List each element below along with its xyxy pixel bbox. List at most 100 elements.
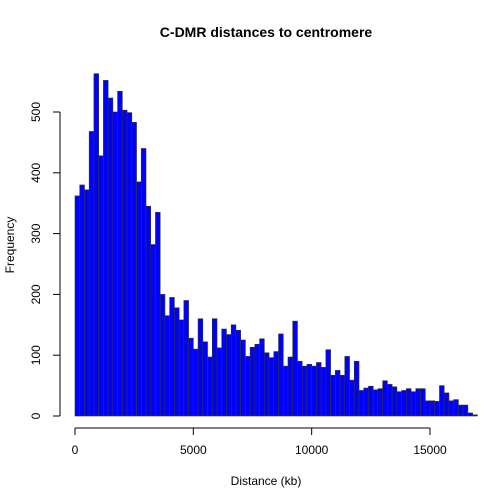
histogram-bar (377, 388, 383, 417)
histogram-bar (391, 386, 398, 417)
histogram-bar (410, 391, 417, 417)
histogram-bar (292, 320, 298, 417)
x-tick-label: 10000 (295, 443, 329, 457)
histogram-bars (74, 73, 478, 417)
histogram-bar (264, 352, 270, 417)
histogram-bar (197, 318, 204, 417)
histogram-bar (297, 360, 303, 417)
histogram-bar (245, 356, 251, 417)
histogram-bar (344, 356, 350, 417)
histogram-bar (107, 97, 114, 417)
histogram-bar (93, 73, 99, 417)
y-tick-label: 0 (29, 412, 43, 419)
histogram-bar (363, 387, 369, 417)
histogram-bar (202, 341, 208, 417)
histogram-bar (325, 349, 331, 417)
histogram-bar (458, 404, 464, 417)
histogram-bar (339, 374, 346, 417)
histogram-bar (330, 374, 336, 417)
histogram-bar (349, 379, 355, 417)
histogram-bar (216, 347, 223, 417)
histogram-bar (401, 390, 407, 417)
histogram-bar (311, 365, 317, 417)
histogram-bar (453, 399, 459, 417)
histogram-bar (174, 307, 180, 417)
histogram-bar (396, 391, 402, 417)
histogram-bar (150, 244, 156, 417)
histogram-bar (368, 385, 374, 417)
histogram-bar (183, 300, 189, 417)
histogram-bar (117, 91, 123, 417)
histogram-bar (382, 380, 388, 417)
x-tick-label: 5000 (180, 443, 207, 457)
histogram-bar (230, 324, 237, 417)
histogram-bar (207, 356, 213, 417)
histogram-bar (122, 109, 128, 417)
histogram-bar (287, 356, 294, 417)
histogram-bar (406, 388, 412, 417)
y-tick-label: 500 (29, 102, 43, 122)
histogram-bar (88, 131, 95, 417)
histogram-bar (140, 148, 147, 417)
histogram-bar (434, 401, 440, 417)
histogram-bar (178, 319, 185, 417)
histogram-bar (98, 155, 104, 417)
histogram-bar (169, 297, 175, 417)
histogram-bar (387, 384, 393, 417)
histogram-bar (259, 338, 265, 417)
histogram-bar (112, 111, 118, 417)
histogram-bar (79, 184, 85, 417)
histogram-bar (211, 318, 218, 417)
histogram-bar (159, 294, 166, 417)
histogram-bar (448, 400, 454, 417)
histogram-bar (136, 181, 142, 417)
histogram-bar (84, 189, 90, 417)
histogram-bar (131, 122, 137, 417)
histogram-bar (221, 328, 227, 417)
histogram-bar (462, 404, 469, 417)
histogram-bar (443, 392, 450, 417)
x-tick-label: 0 (72, 443, 79, 457)
histogram-bar (335, 370, 341, 417)
x-axis-label: Distance (kb) (231, 474, 302, 488)
histogram-bar (126, 112, 133, 417)
histogram-bar (254, 343, 260, 417)
histogram-bar (145, 205, 152, 417)
histogram-bar (306, 364, 312, 417)
histogram-bar (235, 329, 241, 417)
y-tick-label: 100 (29, 345, 43, 365)
histogram-bar (415, 388, 421, 417)
histogram-bar (278, 333, 284, 417)
histogram-bar (226, 334, 232, 417)
histogram-bar (273, 351, 279, 417)
histogram-bar (282, 365, 289, 417)
histogram-bar (249, 346, 256, 417)
histogram-bar (353, 360, 360, 417)
histogram-bar (193, 348, 199, 417)
x-tick-label: 15000 (413, 443, 447, 457)
histogram-bar (155, 212, 161, 417)
histogram-bar (268, 357, 275, 417)
histogram-bar (429, 400, 436, 417)
histogram-bar (74, 195, 81, 417)
chart-title: C-DMR distances to centromere (160, 24, 373, 40)
histogram-bar (316, 362, 322, 417)
histogram-bar (439, 385, 445, 417)
histogram-bar (420, 388, 426, 417)
histogram-bar (424, 400, 431, 417)
histogram-bar (188, 337, 194, 417)
y-tick-label: 200 (29, 284, 43, 304)
y-axis: 0 100 200 300 400 500 (29, 102, 61, 419)
y-axis-label: Frequency (3, 217, 17, 274)
histogram-bar (103, 80, 109, 417)
histogram-bar (472, 414, 478, 417)
x-axis: 0 5000 10000 15000 (72, 427, 447, 457)
y-tick-label: 300 (29, 223, 43, 243)
histogram-bar (240, 339, 246, 417)
histogram-bar (467, 412, 473, 417)
histogram-bar (164, 315, 170, 417)
histogram-bar (320, 367, 327, 417)
histogram-bar (358, 390, 365, 417)
y-tick-label: 400 (29, 162, 43, 182)
